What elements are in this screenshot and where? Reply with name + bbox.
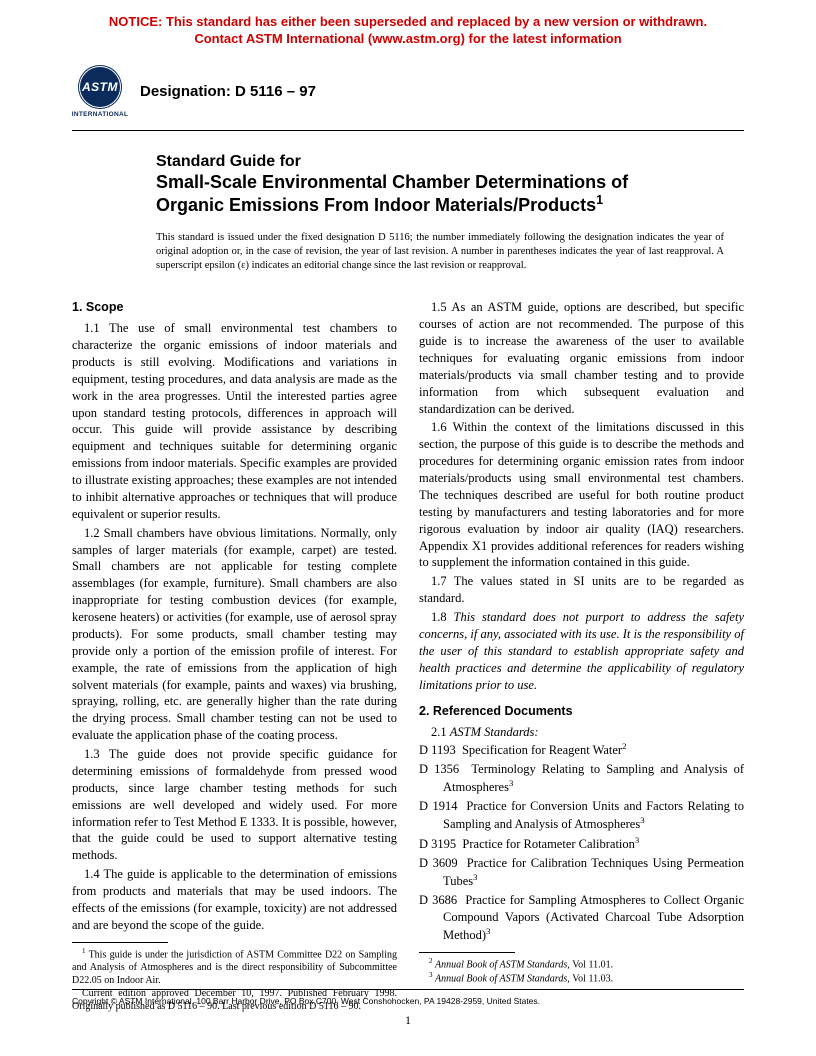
footnote-2-vol: Vol 11.01. [572,959,613,970]
para-1-7: 1.7 The values stated in SI units are to… [419,573,744,607]
footnote-1a-text: This guide is under the jurisdiction of … [72,949,397,986]
reference-item: D 3195 Practice for Rotameter Calibratio… [419,835,744,853]
title-line1: Standard Guide for [156,153,744,171]
title-block: Standard Guide for Small-Scale Environme… [156,153,744,217]
astm-logo: ASTM INTERNATIONAL [72,64,128,120]
para-1-1: 1.1 The use of small environmental test … [72,320,397,523]
para-1-3: 1.3 The guide does not provide specific … [72,746,397,864]
para-1-8: 1.8 1.8 This standard does not purport t… [419,609,744,693]
page-number: 1 [0,1013,816,1028]
logo-abbrev: ASTM [82,80,118,94]
notice-line2: Contact ASTM International (www.astm.org… [194,31,621,46]
footnote-2: 2 Annual Book of ASTM Standards, Vol 11.… [419,957,744,971]
copyright-block: Copyright © ASTM International, 100 Barr… [72,989,744,1006]
logo-circle: ASTM [78,65,122,109]
header-row: ASTM INTERNATIONAL Designation: D 5116 –… [0,54,816,120]
issue-note: This standard is issued under the fixed … [156,231,724,274]
para-1-5: 1.5 As an ASTM guide, options are descri… [419,299,744,417]
header-rule [72,130,744,131]
refdoc-subhead: 2.1 ASTM Standards: [419,724,744,741]
designation-label: Designation: D 5116 – 97 [140,83,316,100]
footnote-3-vol: Vol 11.03. [572,973,613,984]
para-1-4: 1.4 The guide is applicable to the deter… [72,866,397,934]
reference-item: D 1193 Specification for Reagent Water2 [419,741,744,759]
reference-item: D 3609 Practice for Calibration Techniqu… [419,855,744,890]
copyright-rule [72,989,744,990]
para-1-6: 1.6 Within the context of the limitation… [419,419,744,571]
title-sup: 1 [596,193,603,207]
body-columns: 1. Scope 1.1 The use of small environmen… [72,299,744,1013]
left-column: 1. Scope 1.1 The use of small environmen… [72,299,397,1013]
copyright-text: Copyright © ASTM International, 100 Barr… [72,996,540,1006]
footnote-1a: 1 This guide is under the jurisdiction o… [72,947,397,987]
left-footnote-rule [72,942,168,943]
title-line3: Organic Emissions From Indoor Materials/… [156,195,596,215]
para-1-2: 1.2 Small chambers have obvious limitati… [72,525,397,744]
right-footnote-rule [419,952,515,953]
title-line2: Small-Scale Environmental Chamber Determ… [156,172,628,192]
scope-heading: 1. Scope [72,299,397,316]
title-main: Small-Scale Environmental Chamber Determ… [156,171,744,217]
footnote-2-text: Annual Book of ASTM Standards, [435,959,572,970]
logo-subtext: INTERNATIONAL [72,111,129,118]
reference-list: D 1193 Specification for Reagent Water2 D… [419,741,744,944]
notice-line1: NOTICE: This standard has either been su… [109,14,707,29]
refdoc-heading: 2. Referenced Documents [419,703,744,720]
right-column: 1.5 As an ASTM guide, options are descri… [419,299,744,1013]
reference-item: D 1356 Terminology Relating to Sampling … [419,761,744,796]
footnote-3-text: Annual Book of ASTM Standards, [435,973,572,984]
reference-item: D 1914 Practice for Conversion Units and… [419,798,744,833]
reference-item: D 3686 Practice for Sampling Atmospheres… [419,892,744,944]
footnote-3: 3 Annual Book of ASTM Standards, Vol 11.… [419,971,744,985]
notice-banner: NOTICE: This standard has either been su… [0,0,816,54]
